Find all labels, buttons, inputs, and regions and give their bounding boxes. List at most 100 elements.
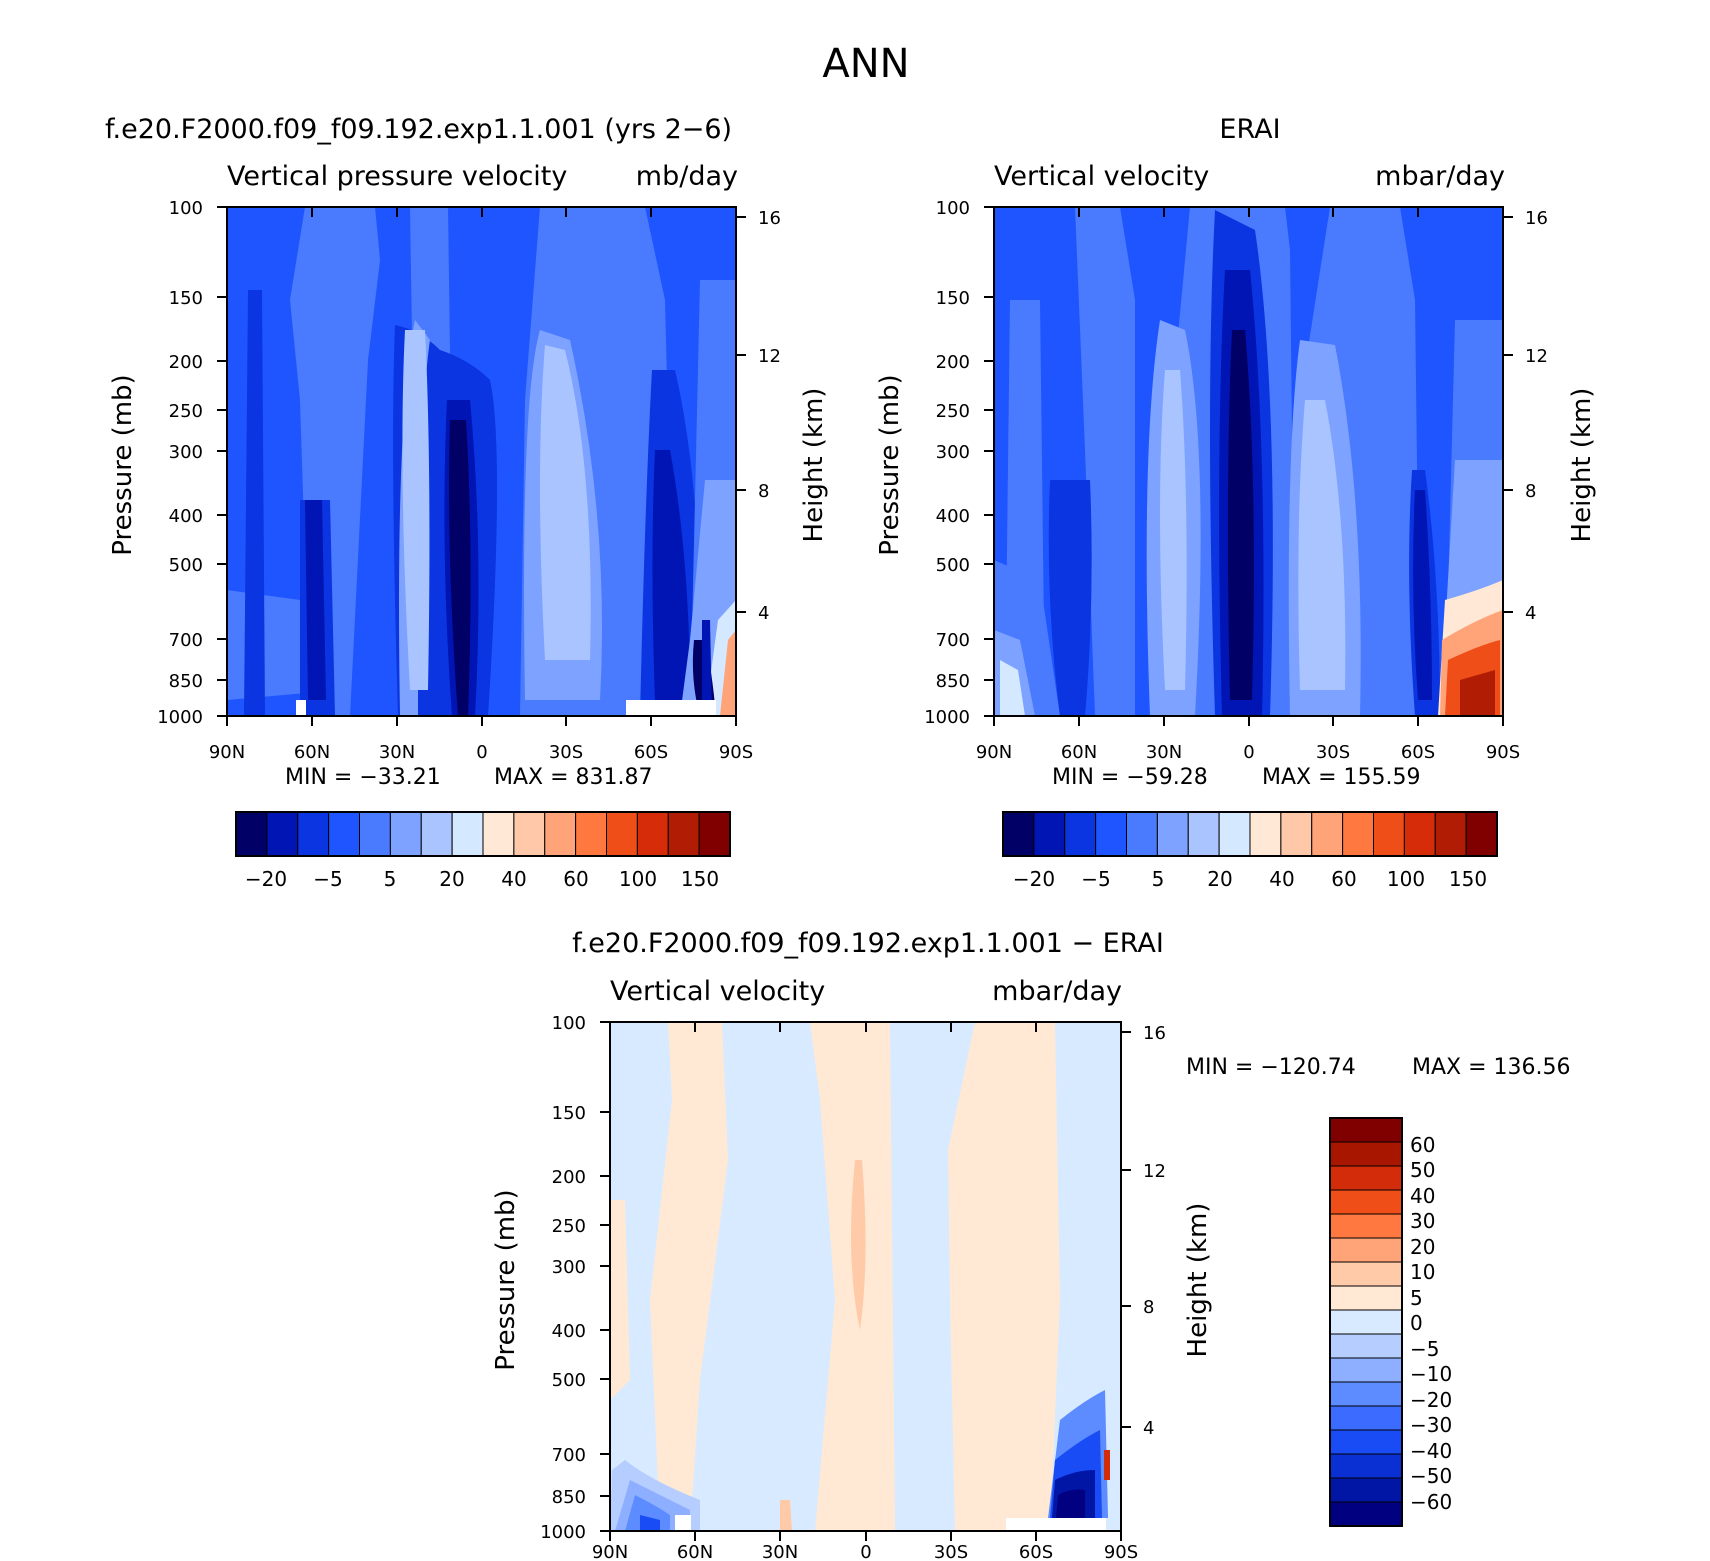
- x-tick-label: 30S: [549, 742, 583, 763]
- colorbar-label: −10: [1410, 1362, 1452, 1386]
- colorbar-swatch: [1342, 811, 1374, 857]
- colorbar-swatch: [1156, 811, 1189, 857]
- y-tick-label: 400: [936, 506, 970, 527]
- y-axis-ticks: 100 150 200 250 300 400 500 700 850 1000: [157, 198, 227, 728]
- y-tick-label: 500: [169, 555, 203, 576]
- x-tick-label: 30N: [1146, 742, 1182, 763]
- colorbar-label: 100: [1387, 867, 1425, 891]
- y2-tick-marks: [1121, 1031, 1131, 1428]
- colorbar-label: 0: [1410, 1311, 1423, 1335]
- field-contour: [1056, 1489, 1085, 1518]
- y2-axis-label: Height (km): [1183, 1203, 1213, 1358]
- x-tick-label: 60N: [677, 1542, 713, 1561]
- colorbar-label: 20: [439, 867, 464, 891]
- y-tick-label: 850: [169, 671, 203, 692]
- y-tick-label: 200: [169, 352, 203, 373]
- field-contour: [948, 1022, 1060, 1531]
- colorbar-label: 40: [1410, 1184, 1435, 1208]
- y-tick-label: 250: [936, 401, 970, 422]
- y-tick-label: 700: [936, 630, 970, 651]
- field-contour: [1413, 490, 1432, 700]
- colorbar-swatch: [1403, 811, 1436, 857]
- field-contour: [1104, 1450, 1110, 1480]
- y2-tick-label: 4: [758, 603, 769, 624]
- colorbar: [1002, 811, 1498, 857]
- x-tick-label: 30N: [762, 1542, 798, 1561]
- x-tick-label: 90S: [719, 742, 753, 763]
- y2-axis-label: Height (km): [1567, 388, 1597, 543]
- colorbar-label: 20: [1207, 867, 1232, 891]
- y-tick-label: 100: [169, 198, 203, 219]
- y-axis-label: Pressure (mb): [491, 1189, 521, 1370]
- colorbar-swatch: [359, 811, 391, 857]
- missing-data: [1006, 1518, 1106, 1531]
- colorbar-label: −30: [1410, 1413, 1452, 1437]
- panel-difference: f.e20.F2000.f09_f09.192.exp1.1.001 − ERA…: [491, 928, 1571, 1561]
- field-contour: [244, 290, 265, 716]
- y-tick-label: 1000: [157, 707, 203, 728]
- y2-tick-label: 16: [1525, 208, 1548, 229]
- colorbar-label: 100: [619, 867, 657, 891]
- colorbar-swatch: [328, 811, 360, 857]
- colorbar-swatch: [1002, 811, 1035, 857]
- y-tick-label: 150: [169, 288, 203, 309]
- y-tick-label: 300: [552, 1257, 586, 1278]
- max-label: MAX = 831.87: [494, 765, 653, 790]
- colorbar-label: 50: [1410, 1158, 1435, 1182]
- colorbar-swatch: [1329, 1117, 1403, 1143]
- colorbar-label: −5: [1410, 1337, 1439, 1361]
- colorbar-swatch: [1249, 811, 1282, 857]
- colorbar-label: −40: [1410, 1439, 1452, 1463]
- colorbar-label: −20: [1013, 867, 1055, 891]
- colorbar-swatch: [1033, 811, 1066, 857]
- x-tick-label: 60S: [634, 742, 668, 763]
- colorbar-swatch: [1329, 1141, 1403, 1167]
- x-tick-marks: [609, 1022, 1122, 1541]
- colorbar-label: −60: [1410, 1490, 1452, 1514]
- field-contour: [449, 420, 471, 716]
- x-tick-label: 60N: [1061, 742, 1097, 763]
- colorbar-labels: −20 −5 5 20 40 60 100 150: [245, 867, 719, 891]
- x-tick-label: 30S: [934, 1542, 968, 1561]
- x-tick-marks: [993, 207, 1504, 726]
- field-contour: [1227, 330, 1254, 700]
- field-contour: [652, 450, 690, 700]
- colorbar-label: 30: [1410, 1209, 1435, 1233]
- panel-subtitle-right: mb/day: [636, 161, 738, 192]
- colorbar-label: −50: [1410, 1464, 1452, 1488]
- colorbar-label: 60: [1331, 867, 1356, 891]
- field-contour: [305, 500, 326, 700]
- y2-tick-label: 16: [758, 208, 781, 229]
- contour-field: [227, 207, 736, 716]
- x-tick-marks: [226, 207, 737, 726]
- field-contour: [540, 345, 591, 660]
- x-tick-label: 60S: [1019, 1542, 1053, 1561]
- field-contour: [402, 330, 430, 690]
- colorbar-swatch: [1329, 1189, 1403, 1215]
- y-tick-label: 150: [552, 1103, 586, 1124]
- colorbar-swatch: [1329, 1165, 1403, 1191]
- panel-title: ERAI: [1219, 114, 1280, 145]
- colorbar-swatch: [1329, 1285, 1403, 1311]
- colorbar-label: 10: [1410, 1260, 1435, 1284]
- colorbar-swatch: [1329, 1213, 1403, 1239]
- colorbar-swatch: [235, 811, 268, 857]
- y-tick-label: 250: [169, 401, 203, 422]
- y-tick-label: 850: [936, 671, 970, 692]
- y2-axis-ticks: 16 12 8 4: [1121, 1023, 1166, 1439]
- field-contour: [1298, 400, 1346, 690]
- y-axis-label: Pressure (mb): [108, 374, 138, 555]
- y-tick-marks: [600, 1021, 610, 1532]
- panel-model: f.e20.F2000.f09_f09.192.exp1.1.001 (yrs …: [105, 114, 829, 891]
- colorbar-swatch: [389, 811, 422, 857]
- colorbar-swatch: [1465, 811, 1498, 857]
- max-label: MAX = 136.56: [1412, 1055, 1571, 1080]
- field-contour: [610, 1200, 630, 1400]
- colorbar-label: −20: [245, 867, 287, 891]
- field-contour: [780, 1500, 792, 1531]
- y2-tick-label: 12: [1143, 1161, 1166, 1182]
- colorbar-swatch: [1329, 1237, 1403, 1263]
- y-tick-label: 500: [936, 555, 970, 576]
- colorbar-swatch: [1329, 1309, 1403, 1335]
- y-tick-label: 1000: [540, 1522, 586, 1543]
